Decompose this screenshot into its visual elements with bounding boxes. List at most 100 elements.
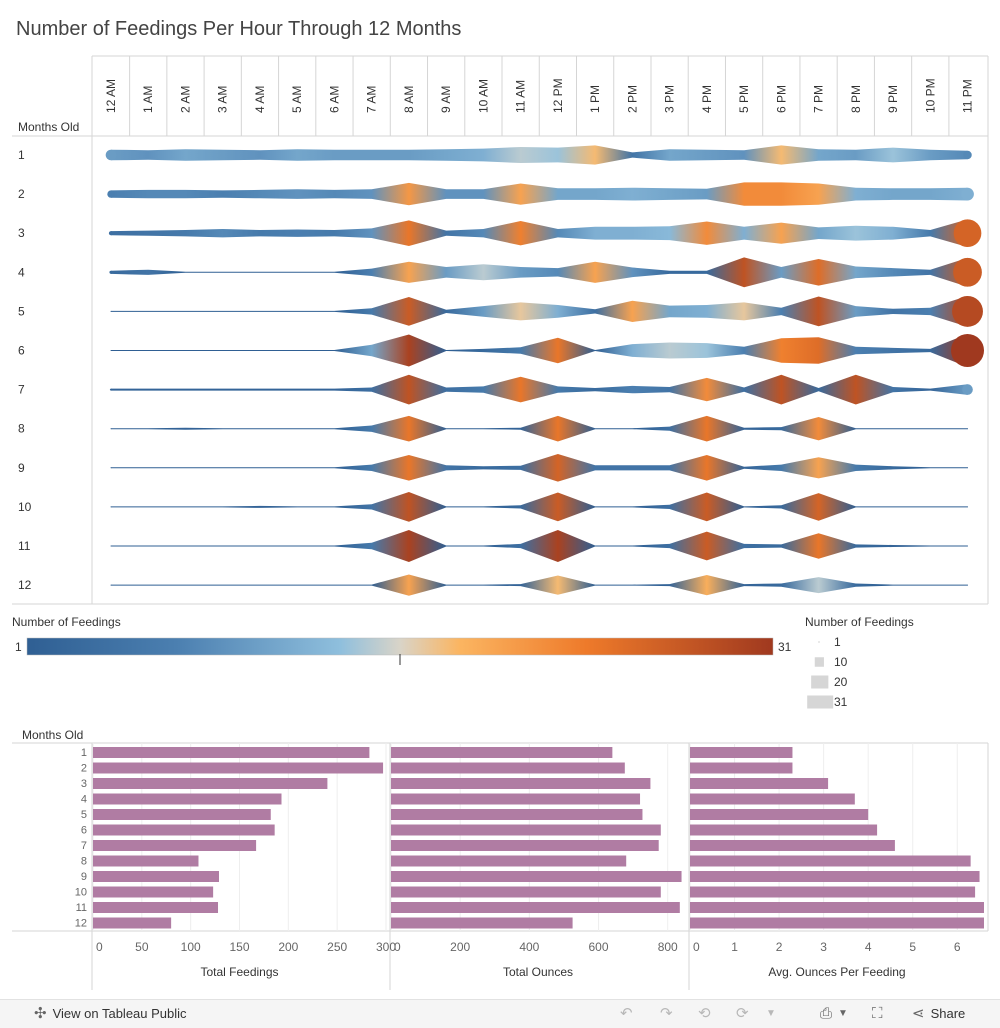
- hour-label: 5 PM: [737, 85, 751, 113]
- band-start-cap: [110, 428, 112, 430]
- bar: [391, 824, 661, 836]
- hour-label: 6 AM: [327, 86, 341, 113]
- color-legend-max: 31: [778, 640, 792, 654]
- size-legend-swatch: [807, 695, 834, 709]
- bar: [93, 871, 219, 882]
- bar: [93, 762, 384, 774]
- bar-tick-label: 600: [589, 940, 609, 954]
- fullscreen-icon: ⛶: [872, 1005, 883, 1022]
- feeding-band: [111, 145, 968, 165]
- bar: [391, 840, 659, 851]
- bar: [391, 809, 643, 820]
- band-end-cap: [951, 334, 985, 367]
- hour-label: 9 AM: [439, 86, 453, 113]
- undo-button[interactable]: ↶: [620, 1006, 633, 1021]
- bar-tick-label: 3: [820, 940, 827, 954]
- bar: [93, 778, 328, 789]
- bar-month-label: 4: [81, 794, 87, 806]
- size-legend-swatch: [818, 641, 820, 643]
- bar-tick-label: 1: [731, 940, 738, 954]
- heatmap-frame: [12, 55, 989, 605]
- dropdown-icon: ▼: [766, 1008, 776, 1019]
- fullscreen-button[interactable]: ⛶: [872, 1006, 883, 1021]
- month-label: 9: [18, 461, 25, 475]
- hour-label: 10 AM: [476, 79, 490, 113]
- tableau-toolbar: ✣ View on Tableau Public ↶ ↷ ⟲ ⟳ ▼ ⎙ ▼ ⛶ …: [0, 999, 1000, 1028]
- share-label: Share: [930, 1006, 966, 1021]
- size-legend-label: 31: [834, 695, 848, 709]
- bar: [690, 871, 980, 882]
- bar-month-label: 7: [81, 840, 87, 852]
- redo-button[interactable]: ↷: [660, 1006, 673, 1021]
- view-on-tableau-link[interactable]: ✣ View on Tableau Public: [34, 1006, 187, 1021]
- bar-month-label: 11: [76, 902, 87, 914]
- bar-month-label: 8: [81, 856, 87, 868]
- history-dropdown[interactable]: ▼: [766, 1006, 776, 1021]
- bar-tick-label: 5: [909, 940, 916, 954]
- hour-label: 12 AM: [104, 79, 118, 113]
- band-start-cap: [110, 310, 112, 312]
- bar: [690, 809, 869, 820]
- hour-label: 8 AM: [402, 86, 416, 113]
- bar-tick-label: 0: [394, 940, 401, 954]
- bar: [391, 917, 573, 929]
- bar: [93, 809, 271, 820]
- bar-tick-label: 300: [376, 940, 396, 954]
- bar-month-label: 1: [81, 747, 87, 759]
- month-label: 7: [18, 383, 25, 397]
- bar: [391, 886, 661, 898]
- hour-label: 2 PM: [625, 85, 639, 113]
- bar: [690, 778, 829, 789]
- download-button[interactable]: ⎙ ▼: [820, 1006, 848, 1021]
- redo-icon: ↷: [660, 1005, 673, 1022]
- bar: [93, 840, 257, 851]
- hour-label: 11 PM: [961, 79, 975, 113]
- bar: [690, 793, 855, 805]
- feeding-band: [111, 454, 968, 482]
- month-label: 4: [18, 265, 25, 279]
- bar-tick-label: 100: [181, 940, 201, 954]
- feeding-band: [111, 219, 968, 247]
- month-label: 10: [18, 500, 32, 514]
- bar-tick-label: 400: [519, 940, 539, 954]
- view-on-tableau-label: View on Tableau Public: [52, 1006, 187, 1021]
- size-legend-label: 20: [834, 675, 848, 689]
- band-end-cap: [967, 506, 969, 508]
- revert-button[interactable]: ⟲: [698, 1006, 711, 1021]
- bar-tick-label: 2: [776, 940, 783, 954]
- bar: [690, 886, 976, 898]
- share-button[interactable]: ⋖ Share: [912, 1006, 965, 1021]
- bar: [690, 840, 895, 851]
- bar: [690, 917, 984, 929]
- feeding-band: [111, 574, 968, 596]
- band-end-cap: [961, 187, 974, 201]
- month-label: 12: [18, 578, 32, 592]
- bar-axis-label: Total Ounces: [503, 965, 573, 979]
- feeding-band: [111, 415, 968, 442]
- band-end-cap: [967, 467, 969, 469]
- bar-tick-label: 200: [278, 940, 298, 954]
- bar-month-label: 10: [75, 887, 87, 899]
- size-legend-swatch: [814, 657, 824, 667]
- color-legend-title: Number of Feedings: [12, 615, 121, 629]
- bar: [690, 747, 793, 758]
- page-title: Number of Feedings Per Hour Through 12 M…: [16, 18, 462, 40]
- band-start-cap: [110, 584, 112, 586]
- hour-label: 6 PM: [774, 85, 788, 113]
- bar: [690, 855, 971, 867]
- bar-month-label: 9: [81, 871, 87, 883]
- band-start-cap: [105, 149, 117, 161]
- forward-button[interactable]: ⟳: [736, 1006, 749, 1021]
- band-start-cap: [108, 231, 114, 236]
- hour-label: 5 AM: [290, 86, 304, 113]
- bar-tick-label: 250: [327, 940, 347, 954]
- forward-icon: ⟳: [736, 1005, 749, 1022]
- month-label: 3: [18, 226, 25, 240]
- feeding-band: [111, 530, 968, 562]
- feeding-bands: [105, 145, 985, 596]
- band-start-cap: [107, 190, 115, 198]
- bar-month-label: 6: [81, 825, 87, 837]
- band-end-cap: [967, 545, 969, 547]
